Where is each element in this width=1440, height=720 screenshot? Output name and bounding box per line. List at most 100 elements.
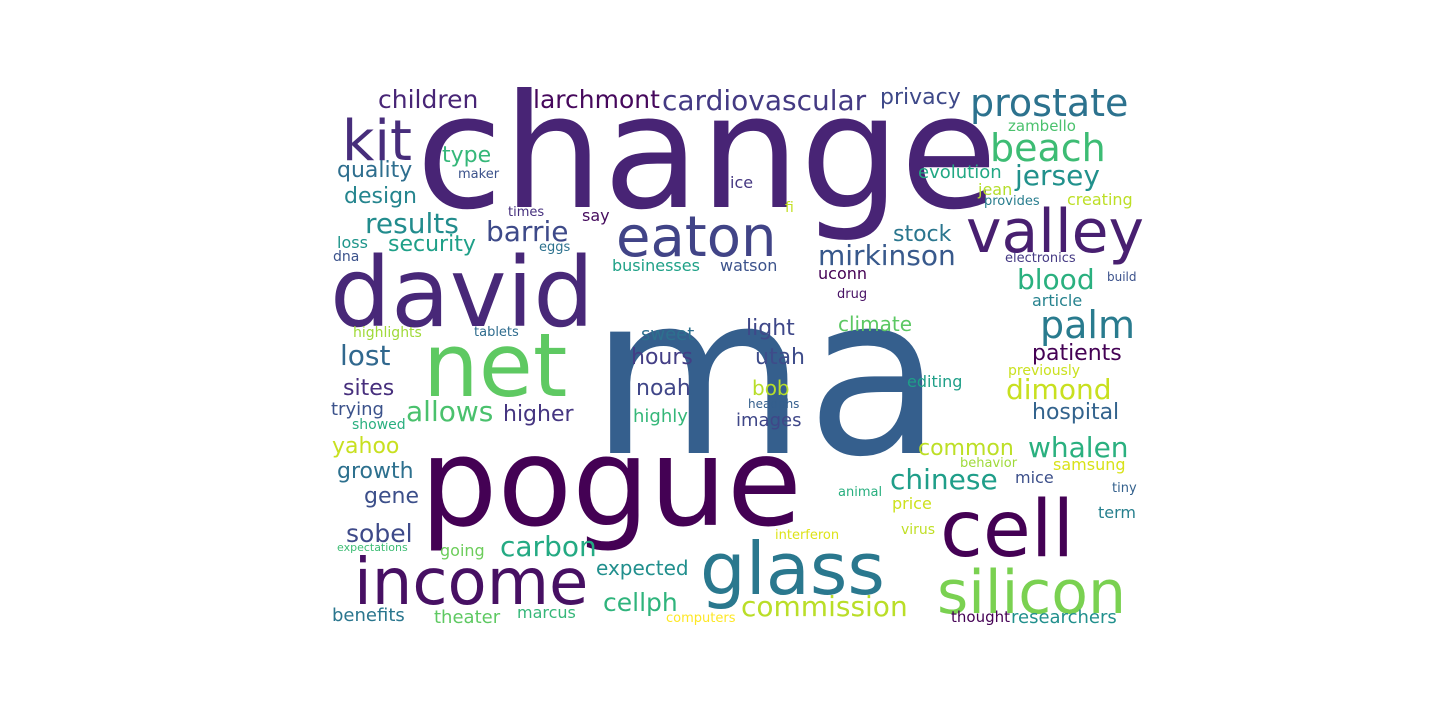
- word: jean: [978, 180, 1013, 199]
- word: creating: [1067, 190, 1133, 209]
- word: change: [416, 61, 998, 245]
- word: glass: [700, 527, 885, 611]
- word: income: [354, 546, 589, 620]
- word: highly: [633, 406, 688, 427]
- word: mice: [1015, 468, 1054, 487]
- word: allows: [406, 395, 494, 428]
- word: net: [423, 314, 568, 417]
- word: growth: [337, 459, 414, 484]
- word: yahoo: [332, 434, 400, 459]
- word: maker: [458, 167, 500, 182]
- word: type: [442, 143, 492, 168]
- word: sites: [343, 376, 395, 401]
- word: animal: [838, 485, 883, 500]
- word: behavior: [960, 456, 1018, 471]
- word: showed: [352, 417, 406, 433]
- word: ma: [590, 248, 943, 506]
- word: chinese: [890, 463, 998, 496]
- word: sweet: [641, 324, 695, 345]
- word: quality: [337, 158, 413, 183]
- word: virus: [901, 522, 936, 538]
- word: tiny: [1112, 481, 1137, 496]
- word: carbon: [500, 530, 597, 563]
- word: larchmont: [533, 85, 660, 114]
- word: light: [746, 316, 795, 341]
- word: headphs: [748, 397, 800, 411]
- word: barrie: [486, 215, 569, 248]
- word: benefits: [332, 605, 405, 626]
- word: interferon: [775, 528, 840, 543]
- word: eaton: [616, 205, 777, 270]
- word: times: [508, 205, 545, 220]
- word: build: [1107, 270, 1137, 284]
- word: highlights: [353, 325, 422, 341]
- word: researchers: [1011, 607, 1117, 628]
- word: electronics: [1005, 251, 1076, 266]
- word: tablets: [474, 325, 519, 340]
- word: computers: [666, 611, 736, 626]
- word: dna: [333, 249, 360, 265]
- word: palm: [1040, 303, 1135, 347]
- word: term: [1098, 503, 1136, 522]
- word: cardiovascular: [662, 84, 867, 117]
- word: evolution: [918, 162, 1002, 183]
- word: watson: [720, 256, 778, 275]
- word: patients: [1032, 341, 1122, 366]
- word: utah: [755, 345, 805, 370]
- word: drug: [837, 287, 868, 302]
- word: uconn: [818, 264, 868, 283]
- word: businesses: [612, 256, 700, 275]
- word: provides: [984, 194, 1040, 209]
- word: cell: [940, 485, 1075, 575]
- word: silicon: [937, 558, 1126, 628]
- word: dimond: [1006, 373, 1112, 406]
- word: valley: [966, 197, 1145, 267]
- word: design: [344, 184, 417, 209]
- word: children: [378, 85, 479, 114]
- word: fi: [785, 200, 794, 216]
- word: results: [365, 207, 459, 240]
- word: editing: [907, 372, 963, 391]
- word: expectations: [337, 541, 408, 554]
- word: commission: [741, 590, 908, 623]
- word: say: [582, 206, 610, 225]
- word: higher: [503, 402, 574, 427]
- word: gene: [364, 484, 419, 509]
- word: cellph: [603, 588, 678, 617]
- word: security: [388, 232, 476, 257]
- word: privacy: [880, 85, 961, 110]
- word: going: [440, 541, 485, 560]
- word: thought: [951, 608, 1010, 626]
- word: noah: [636, 376, 691, 401]
- word: kit: [342, 109, 412, 174]
- word: trying: [331, 399, 384, 420]
- word: whalen: [1028, 431, 1129, 464]
- word: article: [1032, 291, 1083, 310]
- word: climate: [838, 312, 912, 336]
- word: common: [918, 436, 1014, 461]
- word: sobel: [346, 519, 413, 548]
- word: previously: [1008, 363, 1081, 379]
- word: images: [736, 410, 802, 431]
- word: marcus: [517, 603, 576, 622]
- word: lost: [340, 339, 391, 372]
- word: hospital: [1032, 400, 1120, 425]
- word: bob: [752, 376, 790, 400]
- word: prostate: [970, 81, 1129, 125]
- word: pogue: [420, 412, 802, 554]
- word: blood: [1017, 263, 1095, 296]
- word: mirkinson: [818, 239, 956, 272]
- word: hours: [631, 345, 693, 370]
- word: samsung: [1053, 455, 1126, 474]
- word: ice: [730, 173, 754, 192]
- word: zambello: [1008, 117, 1076, 135]
- word: beach: [990, 126, 1106, 170]
- word: stock: [893, 222, 952, 247]
- word: jersey: [1015, 159, 1100, 192]
- word: david: [330, 237, 595, 349]
- word: eggs: [539, 240, 571, 255]
- word: loss: [337, 233, 368, 252]
- word: theater: [434, 607, 501, 628]
- word: price: [892, 494, 932, 513]
